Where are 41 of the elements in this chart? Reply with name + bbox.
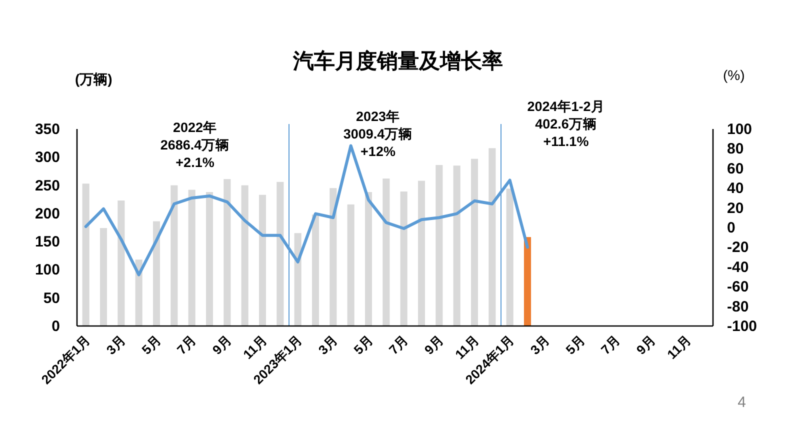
y2tick: -20 [727, 239, 749, 256]
y2tick: 0 [727, 220, 736, 236]
xtick: 5月 [138, 332, 164, 358]
ytick: 300 [34, 149, 60, 166]
xtick: 7月 [598, 332, 623, 358]
y2tick: 60 [727, 160, 744, 178]
ytick: 0 [52, 318, 60, 335]
ytick: 350 [34, 121, 60, 138]
ytick: 250 [34, 177, 60, 194]
annotation: 2022年 2686.4万辆 +2.1% [160, 120, 230, 170]
title: 汽车月度销量及增长率 [293, 50, 503, 73]
ytick: 200 [34, 205, 60, 222]
ytick: 50 [43, 290, 60, 307]
xtick: 11月 [240, 332, 270, 362]
xtick: 9月 [633, 332, 658, 358]
y2tick: 40 [727, 180, 744, 198]
xtick: 3月 [315, 332, 340, 358]
page-number: 4 [738, 394, 746, 411]
y2tick: -100 [727, 318, 758, 335]
xtick: 9月 [209, 332, 234, 358]
y2tick: -60 [727, 278, 749, 296]
xtick: 5月 [562, 332, 588, 358]
xtick: 3月 [103, 332, 128, 358]
y2tick: 80 [727, 140, 744, 158]
xtick: 7月 [386, 332, 411, 358]
ytick: 150 [34, 234, 60, 251]
ylabel: (万辆) [75, 71, 112, 87]
y2tick: -80 [727, 298, 749, 316]
annotation: 2024年1-2月 402.6万辆 +11.1% [527, 99, 605, 149]
y2label: (%) [723, 67, 745, 83]
annotation: 2023年 3009.4万辆 +12% [343, 109, 413, 159]
xtick: 9月 [421, 332, 446, 358]
xtick: 7月 [174, 332, 199, 358]
xtick: 3月 [527, 332, 552, 358]
ytick: 100 [34, 262, 60, 279]
y2tick: 20 [727, 200, 744, 217]
y2tick: -40 [727, 258, 749, 276]
xtick: 5月 [350, 332, 376, 358]
xtick: 11月 [664, 332, 694, 362]
y2tick: 100 [727, 121, 752, 138]
xtick: 11月 [452, 332, 482, 362]
